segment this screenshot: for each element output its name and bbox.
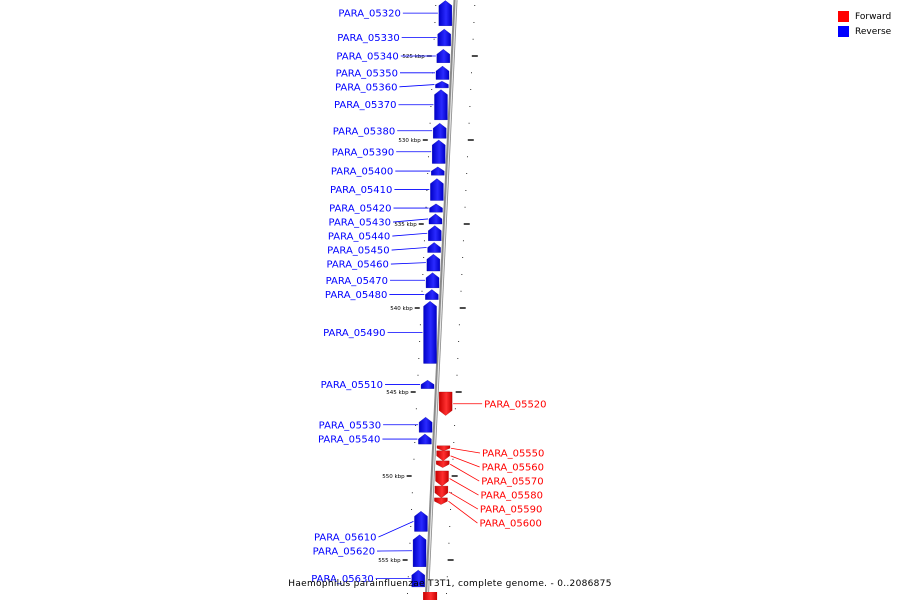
- gene-label: PARA_05630: [311, 574, 373, 585]
- gene-arrow-para_05340: [436, 49, 450, 63]
- genome-backbone-highlight: [426, 0, 457, 600]
- gene-arrow-para_05570: [436, 460, 450, 468]
- gene-leader-line: [448, 500, 478, 524]
- gene-label: PARA_05490: [323, 328, 385, 339]
- gene-label: PARA_05520: [484, 399, 546, 410]
- gene-arrow-para_05370: [434, 89, 448, 120]
- gene-label: PARA_05540: [318, 435, 380, 446]
- scale-label: 545 kbp: [386, 390, 409, 396]
- gene-arrow-para_05320: [438, 0, 453, 26]
- gene-label: PARA_05580: [481, 491, 543, 502]
- gene-arrow-para_05350: [435, 65, 450, 80]
- legend-forward-label: Forward: [855, 11, 892, 22]
- gene-label: PARA_05360: [335, 82, 397, 93]
- gene-leader-line: [450, 463, 480, 482]
- gene-label: PARA_05400: [331, 167, 393, 178]
- gene-leader-line: [392, 232, 428, 237]
- gene-arrow-para_05480: [425, 289, 439, 300]
- gene-label: PARA_05610: [314, 533, 376, 544]
- gene-arrow-para_05490: [423, 301, 437, 364]
- gene-label: PARA_05550: [482, 449, 544, 460]
- scale-label: 550 kbp: [382, 474, 405, 480]
- gene-label: PARA_05330: [337, 33, 399, 44]
- scale-label: 535 kbp: [394, 222, 417, 228]
- gene-arrow-para_05580: [435, 470, 449, 487]
- gene-arrow-para_05380: [433, 123, 447, 139]
- gene-arrow-para_05440: [428, 225, 442, 241]
- gene-arrow-para_05510: [420, 380, 435, 389]
- gene-label: PARA_05470: [326, 276, 388, 287]
- genome-caption: Haemophilus parainfluenzae T3T1, complet…: [288, 579, 612, 589]
- gene-arrow-para_05360: [435, 81, 449, 89]
- gene-label: PARA_05350: [336, 68, 398, 79]
- gene-label: PARA_05440: [328, 232, 390, 243]
- partial-gene-arrow: [423, 592, 438, 600]
- scale-label: 530 kbp: [398, 138, 421, 144]
- gene-leader-line: [450, 447, 481, 454]
- gene-label: PARA_05570: [481, 477, 543, 488]
- gene-arrow-para_05410: [430, 178, 444, 201]
- gene-arrow-para_05390: [432, 139, 446, 164]
- gene-label: PARA_05560: [482, 463, 544, 474]
- gene-leader-line: [450, 455, 480, 468]
- forward-swatch: [838, 11, 849, 22]
- gene-arrow-para_05620: [412, 534, 427, 567]
- gene-label: PARA_05510: [321, 380, 383, 391]
- gene-arrow-para_05470: [425, 272, 440, 288]
- gene-label: PARA_05390: [332, 147, 394, 158]
- gene-arrow-para_05450: [427, 242, 441, 253]
- legend-forward: Forward: [838, 9, 891, 24]
- gene-label: PARA_05620: [313, 547, 375, 558]
- gene-label: PARA_05430: [329, 218, 391, 229]
- gene-arrow-para_05540: [418, 433, 432, 445]
- gene-leader-line: [390, 262, 426, 265]
- strand-legend: Forward Reverse: [838, 9, 891, 39]
- gene-arrow-para_05460: [426, 254, 441, 272]
- gene-arrow-para_05330: [437, 28, 451, 47]
- scale-label: 525 kbp: [402, 54, 425, 60]
- gene-label: PARA_05590: [480, 505, 542, 516]
- gene-arrow-para_05560: [436, 450, 450, 462]
- gene-label: PARA_05410: [330, 185, 392, 196]
- gene-arrow-para_05550: [436, 445, 451, 451]
- gene-label: PARA_05530: [319, 420, 381, 431]
- reverse-swatch: [838, 26, 849, 37]
- gene-leader-line: [399, 84, 435, 88]
- gene-label: PARA_05370: [334, 100, 396, 111]
- gene-arrow-para_05420: [429, 203, 443, 213]
- gene-arrow-para_05610: [414, 511, 428, 532]
- gene-label: PARA_05420: [329, 204, 391, 215]
- gene-label: PARA_05460: [326, 260, 388, 271]
- gene-label: PARA_05320: [338, 9, 400, 20]
- gene-arrow-para_05400: [431, 166, 445, 176]
- gene-leader-line: [378, 520, 414, 538]
- gene-arrow-para_05430: [428, 213, 443, 225]
- gene-arrow-para_05530: [418, 417, 433, 433]
- scale-label: 555 kbp: [378, 558, 401, 564]
- gene-arrow-para_05600: [434, 497, 448, 505]
- gene-leader-line: [448, 491, 479, 510]
- gene-arrow-para_05520: [438, 391, 453, 416]
- gene-label: PARA_05480: [325, 290, 387, 301]
- gene-label: PARA_05380: [333, 126, 395, 137]
- gene-leader-line: [392, 218, 429, 223]
- legend-reverse-label: Reverse: [855, 26, 892, 37]
- gene-leader-line: [449, 478, 479, 496]
- gene-arrow-para_05590: [434, 485, 449, 499]
- gene-arrow-para_05630: [411, 569, 425, 588]
- gene-label: PARA_05340: [336, 52, 398, 63]
- scale-label: 540 kbp: [390, 306, 413, 312]
- gene-label: PARA_05450: [327, 246, 389, 257]
- gene-label: PARA_05600: [479, 519, 541, 530]
- legend-reverse: Reverse: [838, 24, 891, 39]
- gene-leader-line: [391, 247, 427, 251]
